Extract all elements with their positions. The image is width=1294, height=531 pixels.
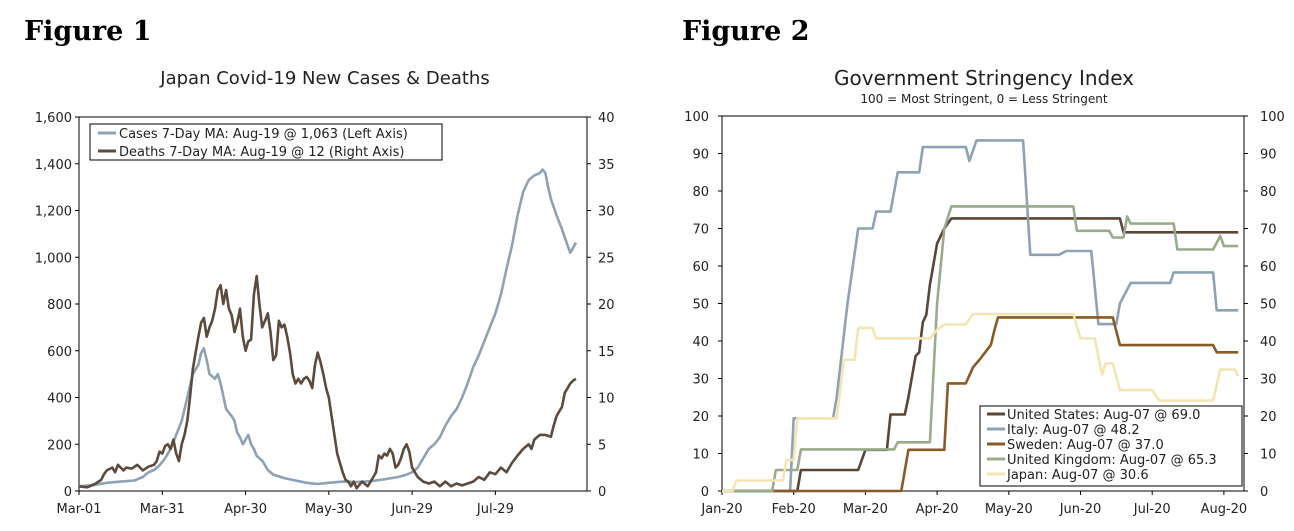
legend-label-japan: Japan: Aug-07 @ 30.6 bbox=[1006, 468, 1149, 483]
chart-2-title: Government Stringency Index bbox=[834, 66, 1134, 90]
left-axis-tick-label: 60 bbox=[692, 260, 709, 275]
series-line-united-kingdom bbox=[722, 205, 1239, 493]
left-axis-tick-label: 90 bbox=[692, 148, 709, 163]
right-axis-tick-label: 25 bbox=[598, 251, 615, 266]
x-axis-tick-label: Jan-20 bbox=[700, 502, 742, 517]
x-axis-tick-label: Jun-29 bbox=[390, 502, 433, 517]
x-axis-tick-label: Mar-01 bbox=[57, 502, 102, 517]
series-line-sweden bbox=[722, 316, 1239, 493]
right-axis-tick-label: 70 bbox=[1260, 223, 1277, 238]
chart-1-right-axis: 0 5 10 15 20 25 30 35 40 bbox=[587, 111, 615, 500]
x-axis-tick-label: May-20 bbox=[985, 502, 1033, 517]
left-axis-tick-label: 1,400 bbox=[35, 158, 72, 173]
x-axis-tick-label: Feb-20 bbox=[772, 502, 816, 517]
left-axis-tick-label: 80 bbox=[692, 185, 709, 200]
left-axis-tick-label: 1,000 bbox=[35, 251, 72, 266]
chart-2-subtitle: 100 = Most Stringent, 0 = Less Stringent bbox=[860, 92, 1107, 106]
series-line-cases-7-day-ma bbox=[78, 168, 578, 488]
left-axis-tick-label: 0 bbox=[64, 485, 72, 500]
right-axis-tick-label: 5 bbox=[598, 438, 606, 453]
chart-2-right-axis: 0 10 20 30 40 50 60 70 80 90 100 bbox=[1244, 110, 1285, 500]
legend-label-sweden: Sweden: Aug-07 @ 37.0 bbox=[1007, 438, 1164, 453]
left-axis-tick-label: 100 bbox=[684, 110, 709, 125]
series-line-japan bbox=[722, 312, 1240, 493]
right-axis-tick-label: 20 bbox=[598, 298, 615, 313]
chart-2-left-axis: 0 10 20 30 40 50 60 70 80 90 100 bbox=[684, 110, 722, 500]
right-axis-tick-label: 15 bbox=[598, 345, 615, 360]
chart-1-series bbox=[78, 168, 578, 490]
x-axis-tick-label: Mar-31 bbox=[140, 502, 185, 517]
chart-1-legend-box bbox=[89, 123, 443, 161]
right-axis-tick-label: 20 bbox=[1260, 410, 1277, 425]
legend-label-united-kingdom: United Kingdom: Aug-07 @ 65.3 bbox=[1007, 453, 1217, 468]
left-axis-tick-label: 800 bbox=[47, 298, 72, 313]
left-axis-tick-label: 20 bbox=[692, 410, 709, 425]
chart-1: Japan Covid-19 New Cases & Deaths 020040… bbox=[35, 68, 615, 517]
right-axis-tick-label: 0 bbox=[1260, 485, 1268, 500]
right-axis-tick-label: 0 bbox=[598, 485, 606, 500]
legend-label-cases: Cases 7-Day MA: Aug-19 @ 1,063 (Left Axi… bbox=[119, 127, 408, 142]
left-axis-tick-label: 30 bbox=[692, 373, 709, 388]
x-axis-tick-label: Jun-20 bbox=[1059, 502, 1102, 517]
chart-2-legend-box bbox=[979, 405, 1243, 487]
series-line-united-states bbox=[722, 217, 1239, 493]
chart-2-x-axis: Jan-20 Feb-20 Mar-20 Apr-20 May-20 Jun-20 Jul-… bbox=[700, 491, 1247, 517]
right-axis-tick-label: 60 bbox=[1260, 260, 1277, 275]
x-axis-tick-label: Aug-20 bbox=[1201, 502, 1248, 517]
x-axis-tick-label: Jul-29 bbox=[476, 502, 514, 517]
left-axis-tick-label: 200 bbox=[47, 438, 72, 453]
left-axis-tick-label: 70 bbox=[692, 223, 709, 238]
x-axis-tick-label: Apr-30 bbox=[224, 502, 267, 517]
right-axis-tick-label: 40 bbox=[598, 111, 615, 126]
left-axis-tick-label: 40 bbox=[692, 335, 709, 350]
right-axis-tick-label: 50 bbox=[1260, 298, 1277, 313]
left-axis-tick-label: 600 bbox=[47, 345, 72, 360]
right-axis-tick-label: 80 bbox=[1260, 185, 1277, 200]
left-axis-tick-label: 50 bbox=[692, 298, 709, 313]
right-axis-tick-label: 40 bbox=[1260, 335, 1277, 350]
right-axis-tick-label: 100 bbox=[1260, 110, 1285, 125]
left-axis-tick-label: 1,600 bbox=[35, 111, 72, 126]
left-axis-tick-label: 10 bbox=[692, 448, 709, 463]
series-line-deaths-7-day-ma bbox=[78, 274, 577, 490]
legend-label-deaths: Deaths 7-Day MA: Aug-19 @ 12 (Right Axis… bbox=[119, 145, 404, 160]
figure-2-heading: Figure 2 bbox=[682, 16, 810, 47]
chart-1-left-axis: 0 200 400 600 800 1,000 1,200 1,400 1,600 bbox=[35, 111, 79, 500]
legend-label-united-states: United States: Aug-07 @ 69.0 bbox=[1007, 408, 1200, 423]
chart-1-legend: Cases 7-Day MA: Aug-19 @ 1,063 (Left Axi… bbox=[89, 123, 443, 161]
left-axis-tick-label: 1,200 bbox=[35, 205, 72, 220]
right-axis-tick-label: 90 bbox=[1260, 148, 1277, 163]
x-axis-tick-label: Jul-20 bbox=[1133, 502, 1171, 517]
x-axis-tick-label: Apr-20 bbox=[916, 502, 959, 517]
right-axis-tick-label: 10 bbox=[598, 392, 615, 407]
x-axis-tick-label: May-30 bbox=[305, 502, 353, 517]
right-axis-tick-label: 10 bbox=[1260, 448, 1277, 463]
right-axis-tick-label: 30 bbox=[1260, 373, 1277, 388]
x-axis-tick-label: Mar-20 bbox=[843, 502, 888, 517]
right-axis-tick-label: 30 bbox=[598, 205, 615, 220]
left-axis-tick-label: 0 bbox=[701, 485, 709, 500]
right-axis-tick-label: 35 bbox=[598, 158, 615, 173]
figure-1-heading: Figure 1 bbox=[24, 16, 152, 47]
chart-2-series bbox=[722, 139, 1240, 493]
chart-1-x-axis: Mar-01 Mar-31 Apr-30 May-30 Jun-29 Jul-29 bbox=[57, 491, 514, 517]
chart-1-plot-frame bbox=[78, 116, 588, 492]
left-axis-tick-label: 400 bbox=[47, 392, 72, 407]
legend-label-italy: Italy: Aug-07 @ 48.2 bbox=[1007, 423, 1140, 438]
chart-2-legend: United States: Aug-07 @ 69.0 Italy: Aug-… bbox=[979, 405, 1243, 487]
chart-2: Government Stringency Index 100 = Most S… bbox=[684, 66, 1285, 517]
chart-1-title: Japan Covid-19 New Cases & Deaths bbox=[159, 68, 489, 89]
series-line-italy bbox=[722, 139, 1239, 493]
